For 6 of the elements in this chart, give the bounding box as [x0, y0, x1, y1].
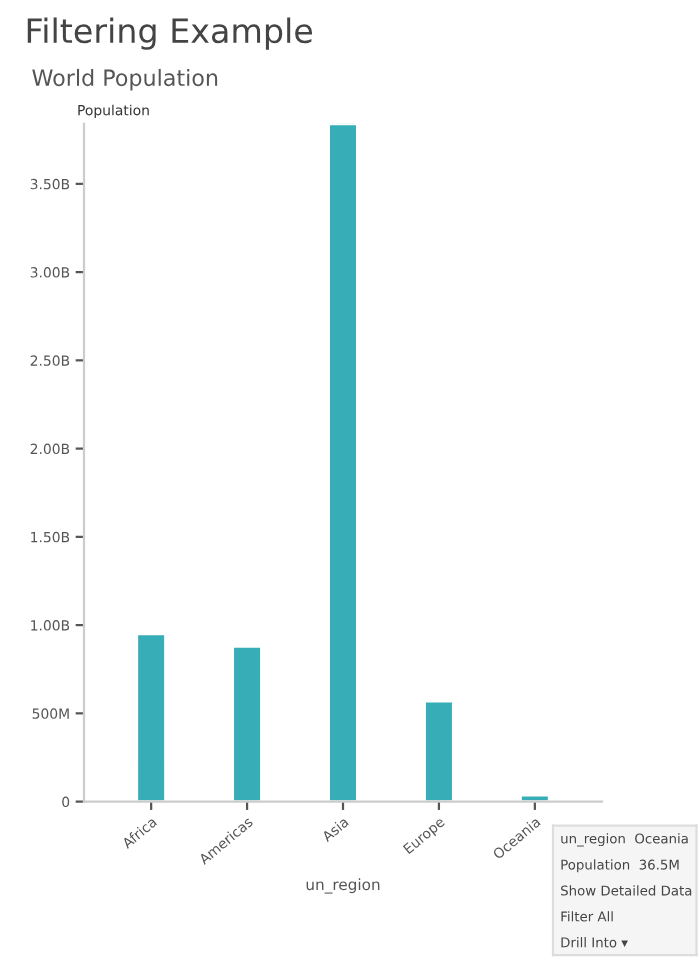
chart-title: Filtering Example — [27, 17, 313, 50]
bar — [423, 699, 455, 802]
bar — [231, 644, 263, 802]
chart-subtitle: World Population — [32, 68, 218, 91]
bar — [327, 123, 359, 802]
bar — [135, 632, 167, 802]
